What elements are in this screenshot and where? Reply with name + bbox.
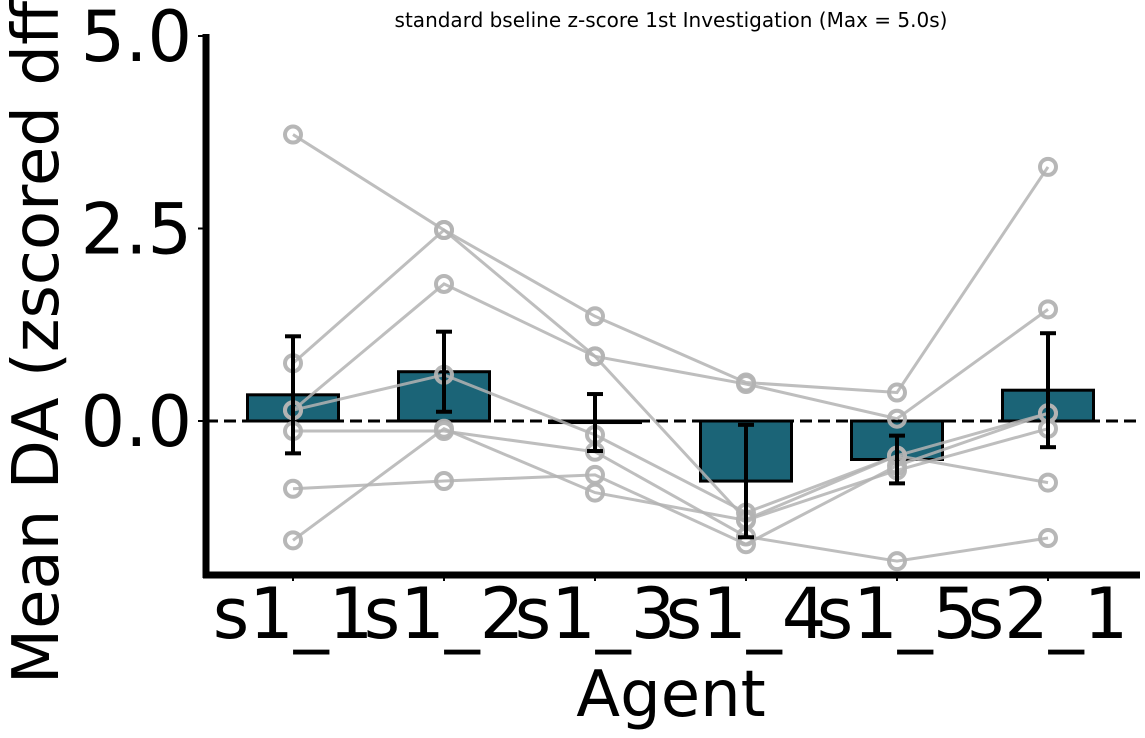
subject-point: [887, 408, 907, 429]
subject-point: [1038, 528, 1058, 549]
y-tick-label: 2.5: [81, 189, 192, 271]
subject-line: [292, 411, 1049, 546]
x-tick-label: s1_5: [817, 573, 978, 655]
subject-line: [292, 373, 1049, 515]
subject-point: [1038, 299, 1058, 320]
subject-line: [292, 133, 1050, 395]
subject-point: [283, 124, 303, 145]
subject-point: [585, 346, 605, 367]
subject-line: [292, 282, 1049, 522]
subject-line: [292, 228, 1049, 421]
x-tick-label: s1_1: [213, 573, 374, 655]
subject-point: [283, 478, 303, 499]
subject-line: [292, 426, 1049, 542]
subject-point: [585, 306, 605, 327]
plot-area: 0.0 2.5 5.0 s1_1s1_2s1_3s1_4s1_5s2_1: [81, 0, 1140, 655]
chart-title: standard bseline z-score 1st Investigati…: [395, 8, 948, 32]
subject-line: [293, 429, 1049, 563]
subject-point: [1038, 156, 1058, 177]
subject-point: [887, 551, 907, 572]
y-tick-label: 0.0: [81, 381, 192, 463]
subject-point: [434, 471, 454, 492]
subject-point: [283, 530, 303, 551]
subject-point: [434, 273, 454, 294]
x-tick-label: s1_3: [515, 573, 676, 655]
subject-point: [736, 374, 756, 395]
subject-point: [585, 482, 605, 503]
subject-point: [1038, 472, 1058, 493]
x-tick-label: s1_4: [666, 573, 827, 655]
subject-point: [434, 220, 454, 241]
subject-point: [434, 418, 454, 439]
x-axis-label: Agent: [576, 658, 765, 732]
subject-point: [887, 382, 907, 403]
x-tick-label: s1_2: [364, 573, 525, 655]
y-axis-label: Mean DA (zscored dff): [0, 0, 74, 684]
x-tick-label: s2_1: [968, 573, 1129, 655]
y-tick-label: 5.0: [81, 0, 192, 78]
